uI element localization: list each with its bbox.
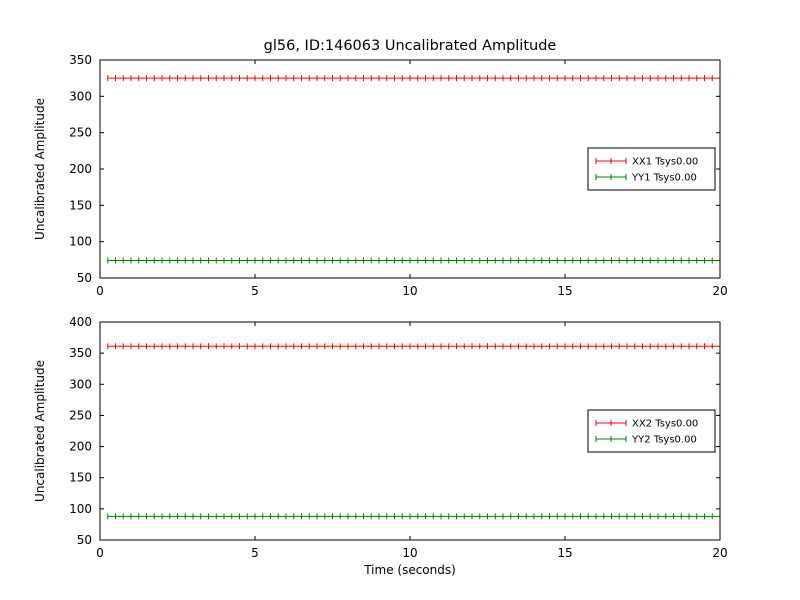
- legend-label: YY1 Tsys0.00: [631, 173, 697, 184]
- x-tick-label: 10: [402, 546, 417, 560]
- y-tick-label: 250: [69, 408, 92, 422]
- y-tick-label: 150: [69, 471, 92, 485]
- x-tick-label: 20: [712, 284, 727, 298]
- legend-label: YY2 Tsys0.00: [631, 435, 697, 446]
- subplot-top: 0 5 10 15 20 50 100 150 200 250 300 350 Uncalibrated…: [33, 53, 728, 298]
- x-tick-label: 5: [251, 546, 259, 560]
- y-tick-label: 200: [69, 440, 92, 454]
- y-tick-label: 350: [69, 346, 92, 360]
- legend-label: XX2 Tsys0.00: [632, 419, 698, 430]
- y-axis-label: Uncalibrated Amplitude: [33, 360, 47, 502]
- x-tick-label: 10: [402, 284, 417, 298]
- x-tick-label: 0: [96, 546, 104, 560]
- y-tick-label: 50: [77, 533, 92, 547]
- legend: XX1 Tsys0.00 YY1 Tsys0.00: [587, 147, 716, 191]
- legend-box: [587, 147, 716, 191]
- y-tick-label: 250: [69, 126, 92, 140]
- x-tick-label: 20: [712, 546, 727, 560]
- y-tick-label: 50: [77, 271, 92, 285]
- y-tick-label: 300: [69, 377, 92, 391]
- x-tick-label: 0: [96, 284, 104, 298]
- y-tick-label: 100: [69, 235, 92, 249]
- x-tick-label: 5: [251, 284, 259, 298]
- figure-title: gl56, ID:146063 Uncalibrated Amplitude: [264, 38, 557, 54]
- y-tick-label: 200: [69, 162, 92, 176]
- subplot-bottom: 0 5 10 15 20 50 100 150 200 250 300 350 400 Uncalibra…: [33, 315, 728, 577]
- x-axis-label: Time (seconds): [363, 563, 456, 577]
- legend-label: XX1 Tsys0.00: [632, 157, 698, 168]
- y-tick-label: 150: [69, 198, 92, 212]
- y-axis-label: Uncalibrated Amplitude: [33, 98, 47, 240]
- x-tick-label: 15: [557, 284, 572, 298]
- legend-box: [587, 409, 716, 453]
- y-tick-label: 350: [69, 53, 92, 67]
- y-tick-label: 400: [69, 315, 92, 329]
- legend: XX2 Tsys0.00 YY2 Tsys0.00: [587, 409, 716, 453]
- x-tick-label: 15: [557, 546, 572, 560]
- y-tick-label: 100: [69, 502, 92, 516]
- y-tick-label: 300: [69, 89, 92, 103]
